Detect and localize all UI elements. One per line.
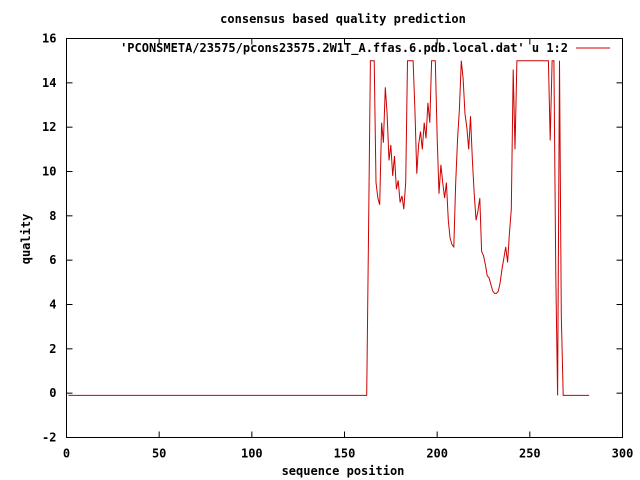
x-tick-label: 200 bbox=[426, 447, 448, 461]
y-axis-label: quality bbox=[19, 214, 33, 265]
y-tick-label: 12 bbox=[42, 120, 56, 134]
x-tick-label: 150 bbox=[334, 447, 356, 461]
y-tick-label: 2 bbox=[49, 342, 56, 356]
legend: 'PCONSMETA/23575/pcons23575.2W1T_A.ffas.… bbox=[120, 41, 610, 56]
x-tick-label: 300 bbox=[612, 447, 634, 461]
legend-label: 'PCONSMETA/23575/pcons23575.2W1T_A.ffas.… bbox=[120, 41, 568, 56]
y-tick-label: 4 bbox=[49, 298, 56, 312]
x-tick-label: 250 bbox=[519, 447, 541, 461]
axis-ticks: 0 50 100 150 200 250 300 -2 0 2 4 6 8 10 12 14 16 bbox=[42, 32, 633, 461]
x-tick-label: 0 bbox=[63, 447, 70, 461]
plot-frame bbox=[66, 38, 623, 438]
chart-title: consensus based quality prediction bbox=[220, 12, 466, 26]
y-tick-label: 8 bbox=[49, 209, 56, 223]
x-axis-label: sequence position bbox=[282, 464, 405, 478]
x-tick-label: 100 bbox=[241, 447, 263, 461]
plot-area bbox=[68, 60, 590, 396]
series-line bbox=[68, 60, 590, 396]
y-tick-label: 6 bbox=[49, 253, 56, 267]
y-tick-label: -2 bbox=[42, 431, 56, 445]
y-tick-label: 0 bbox=[49, 386, 56, 400]
y-tick-label: 10 bbox=[42, 165, 56, 179]
y-tick-label: 16 bbox=[42, 32, 56, 46]
x-tick-label: 50 bbox=[152, 447, 166, 461]
y-tick-label: 14 bbox=[42, 76, 56, 90]
